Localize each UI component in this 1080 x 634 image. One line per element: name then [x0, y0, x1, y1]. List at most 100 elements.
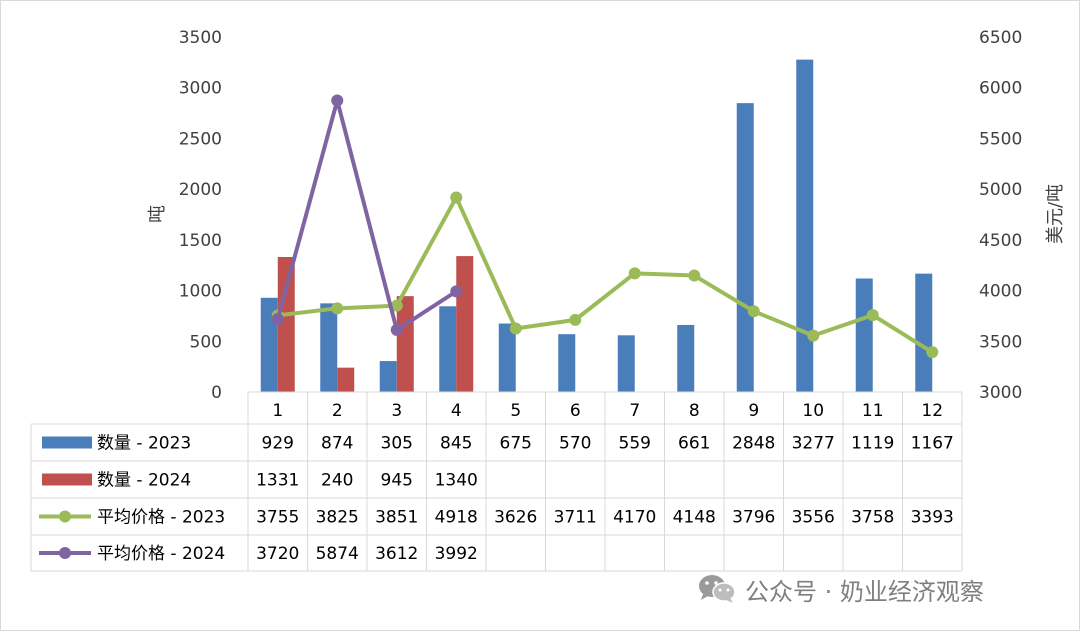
wechat-icon	[697, 573, 737, 605]
y-left-tick-label: 1500	[179, 231, 222, 251]
bar	[337, 367, 355, 392]
legend-label: 平均价格 - 2024	[97, 544, 225, 564]
table-cell: 3711	[554, 508, 597, 528]
x-tick-label: 8	[689, 401, 700, 421]
bar-series	[260, 59, 933, 393]
table-cell: 3277	[792, 434, 835, 454]
watermark: 公众号 · 奶业经济观察	[697, 569, 984, 609]
left-axis-ticks: 0 500 1000 1500 2000 2500 3000 3500	[179, 28, 222, 403]
x-tick-label: 6	[570, 401, 581, 421]
legend-marker	[59, 510, 71, 523]
line-point	[688, 269, 701, 282]
table-cell: 559	[619, 434, 651, 454]
bar	[456, 256, 474, 392]
x-tick-label: 10	[802, 401, 824, 421]
bar	[439, 306, 457, 392]
table-cell: 4918	[435, 508, 478, 528]
table-cell: 3758	[851, 508, 894, 528]
line-point	[866, 309, 879, 322]
line-point	[271, 312, 284, 325]
bar	[379, 361, 397, 392]
table-cell: 3556	[792, 508, 835, 528]
table-cell: 3612	[375, 544, 418, 564]
x-tick-label: 3	[391, 401, 402, 421]
y-right-tick-label: 6000	[979, 79, 1022, 99]
y-right-tick-label: 4500	[979, 231, 1022, 251]
line-point	[390, 323, 403, 336]
bar	[855, 278, 873, 392]
y-axis-left-title: 吨	[147, 205, 168, 223]
x-tick-label: 1	[272, 401, 283, 421]
table-cell: 1167	[911, 434, 954, 454]
y-left-tick-label: 0	[211, 383, 222, 403]
watermark-text: 公众号 · 奶业经济观察	[745, 577, 984, 606]
bar	[915, 273, 933, 392]
y-right-tick-label: 5500	[979, 129, 1022, 149]
table-cell: 5874	[316, 544, 359, 564]
line-point	[390, 299, 403, 312]
table-cell: 945	[381, 471, 413, 491]
line-point	[509, 322, 522, 335]
line-point	[807, 329, 820, 342]
table-cell: 3825	[316, 508, 359, 528]
table-cell: 3720	[256, 544, 299, 564]
table-cell: 1331	[256, 471, 299, 491]
line-point	[569, 313, 582, 326]
y-right-tick-label: 3000	[979, 383, 1022, 403]
y-right-tick-label: 4000	[979, 282, 1022, 302]
bar	[277, 256, 295, 392]
legend-label: 数量 - 2024	[97, 471, 191, 491]
table-cell: 661	[678, 434, 710, 454]
x-tick-label: 12	[921, 401, 943, 421]
line-point	[450, 191, 463, 204]
bar	[558, 334, 576, 392]
right-axis-ticks: 3000 3500 4000 4500 5000 5500 6000 6500	[979, 28, 1022, 403]
table-cell: 4148	[673, 508, 716, 528]
x-tick-label: 7	[629, 401, 640, 421]
table-cell: 3796	[732, 508, 775, 528]
table-cell: 845	[440, 434, 472, 454]
bar	[617, 335, 635, 392]
table-cell: 2848	[732, 434, 775, 454]
table-cell: 929	[262, 434, 294, 454]
table-cell: 3393	[911, 508, 954, 528]
x-tick-label: 9	[748, 401, 759, 421]
y-left-tick-label: 2000	[179, 180, 222, 200]
table-cell: 305	[381, 434, 413, 454]
x-tick-label: 5	[510, 401, 521, 421]
legend-label: 平均价格 - 2023	[97, 508, 225, 528]
y-left-tick-label: 500	[190, 332, 222, 352]
table-cell: 3626	[494, 508, 537, 528]
x-tick-label: 4	[451, 401, 462, 421]
table-cell: 4170	[613, 508, 656, 528]
table-cell: 570	[559, 434, 591, 454]
line-point	[331, 94, 344, 107]
line-point	[747, 305, 760, 318]
line-point	[926, 346, 939, 359]
table-cell: 675	[500, 434, 532, 454]
table-cell: 1340	[435, 471, 478, 491]
y-right-tick-label: 3500	[979, 332, 1022, 352]
y-left-tick-label: 3000	[179, 79, 222, 99]
legend-marker	[59, 547, 71, 559]
y-left-tick-label: 1000	[179, 282, 222, 302]
bar	[677, 324, 695, 392]
line-point	[628, 267, 641, 280]
y-right-tick-label: 6500	[979, 28, 1022, 48]
bar	[796, 59, 814, 393]
bar	[498, 323, 516, 392]
line-point	[450, 285, 463, 298]
x-tick-label: 2	[332, 401, 343, 421]
line-series	[271, 94, 939, 359]
y-left-tick-label: 2500	[179, 129, 222, 149]
y-axis-right-title: 美元/吨	[1045, 184, 1066, 244]
y-right-tick-label: 5000	[979, 180, 1022, 200]
legend-swatch	[42, 473, 92, 486]
line-point	[331, 302, 344, 315]
legend-label: 数量 - 2023	[97, 434, 191, 454]
series-line	[277, 195, 934, 354]
table-cell: 874	[321, 434, 353, 454]
